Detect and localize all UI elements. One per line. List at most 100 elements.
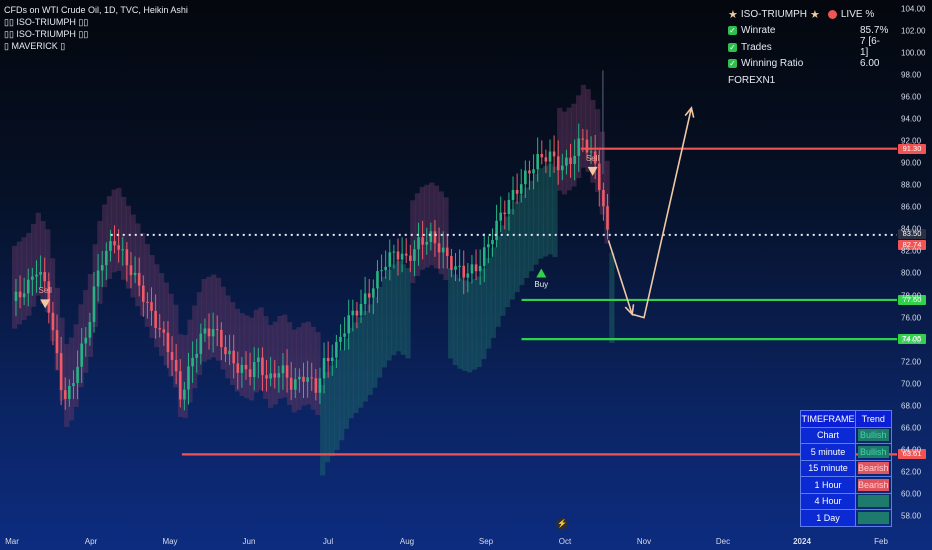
cloud-band	[139, 232, 146, 316]
candle-body	[289, 377, 293, 390]
candle-body	[437, 243, 441, 253]
x-tick-label: Sep	[478, 537, 494, 546]
candle-body	[302, 376, 305, 382]
cloud-band	[320, 384, 326, 476]
candle-body	[359, 303, 363, 316]
candle-body	[339, 336, 342, 342]
cloud-band	[168, 293, 174, 377]
candle-body	[240, 364, 244, 373]
candle-body	[597, 163, 601, 190]
cloud-band	[557, 107, 563, 191]
trend-cell: Bearish	[855, 459, 892, 477]
candle-body	[236, 363, 240, 373]
candle-body	[203, 328, 207, 334]
trend-cell	[855, 492, 892, 510]
indicator-label: ISO-TRIUMPH	[16, 17, 76, 27]
y-tick-label: 94.00	[901, 114, 922, 124]
candle-body	[540, 154, 544, 158]
x-tick-label: 2024	[793, 537, 811, 546]
cloud-band	[45, 229, 51, 313]
check-icon: ✓	[728, 26, 737, 36]
cloud-band	[500, 225, 506, 316]
cloud-band	[481, 268, 487, 360]
x-tick-label: Oct	[558, 537, 572, 546]
cloud-band	[495, 236, 501, 327]
cloud-band	[182, 335, 188, 418]
cloud-band	[566, 107, 572, 191]
candle-body	[573, 155, 576, 165]
trend-cell: Bullish	[855, 426, 892, 444]
stat-value: 7 [6-1]	[860, 36, 881, 59]
cloud-band	[514, 201, 520, 293]
sell-signal-label: Sell	[38, 286, 52, 296]
candle-body	[511, 189, 515, 200]
buy-signal-label: Buy	[534, 280, 549, 290]
indicator-legend-3[interactable]: ▯ MAVERICK ▯	[4, 41, 65, 52]
candle-body	[80, 343, 83, 367]
y-tick-label: 80.00	[901, 268, 922, 278]
lightning-icon[interactable]: ⚡	[556, 518, 568, 530]
candle-body	[224, 347, 227, 355]
candle-body	[195, 353, 199, 358]
candle-body	[429, 231, 433, 242]
candle-body	[433, 231, 437, 244]
candle-body	[232, 350, 235, 364]
candle-body	[273, 373, 277, 378]
cloud-band	[542, 166, 549, 257]
timeframe-cell: 4 Hour	[800, 492, 856, 510]
cloud-band	[64, 344, 70, 427]
y-tick-label: 90.00	[901, 158, 922, 168]
candle-body	[499, 212, 502, 221]
y-tick-label: 72.00	[901, 357, 922, 367]
candle-body	[409, 255, 412, 261]
cloud-band	[201, 278, 207, 362]
arrow-head-up	[684, 106, 695, 118]
buy-signal-icon	[536, 268, 547, 278]
cloud-band	[552, 166, 558, 258]
candle-body	[39, 272, 42, 275]
candle-body	[129, 265, 133, 276]
cloud-band	[476, 276, 482, 368]
table-row: 15 minute Bearish	[800, 459, 892, 477]
candle-body	[178, 371, 182, 400]
cloud-band	[571, 103, 577, 187]
trend-badge: Bearish	[858, 462, 889, 475]
candle-body	[154, 310, 157, 328]
chart-title: CFDs on WTI Crude Oil, 1D, TVC, Heikin A…	[4, 5, 188, 15]
cloud-band	[590, 99, 596, 183]
candle-body	[113, 241, 116, 246]
y-tick-label: 64.00	[901, 445, 922, 455]
cloud-band	[443, 197, 449, 281]
cloud-band	[561, 111, 568, 195]
indicator-legend-1[interactable]: ▯▯ ISO-TRIUMPH ▯▯	[4, 17, 88, 28]
cloud-band	[376, 287, 383, 378]
candle-body	[100, 265, 104, 271]
candle-body	[133, 272, 137, 276]
candle-body	[269, 373, 272, 379]
cloud-band	[462, 280, 468, 371]
timeframe-cell: Chart	[800, 426, 856, 444]
candle-body	[565, 157, 568, 166]
candle-body	[396, 251, 400, 260]
candle-body	[462, 265, 466, 278]
candle-body	[166, 332, 170, 353]
cloud-band	[239, 313, 245, 397]
candle-body	[125, 249, 129, 266]
indicator-legend-2[interactable]: ▯▯ ISO-TRIUMPH ▯▯	[4, 29, 88, 40]
cloud-band	[367, 304, 373, 395]
cloud-band	[348, 327, 354, 419]
candle-body	[589, 151, 593, 153]
candle-body	[35, 274, 38, 277]
arrow-head-down	[624, 304, 635, 317]
trend-badge	[858, 511, 889, 524]
candle-body	[380, 270, 383, 272]
cloud-band	[519, 194, 525, 286]
cloud-band	[35, 212, 41, 296]
candle-body	[84, 337, 88, 344]
level-price-tag: 63.61	[898, 449, 926, 460]
cloud-band	[192, 305, 198, 389]
candle-body	[548, 151, 552, 162]
candle-body	[343, 333, 346, 337]
cloud-band	[68, 337, 75, 421]
